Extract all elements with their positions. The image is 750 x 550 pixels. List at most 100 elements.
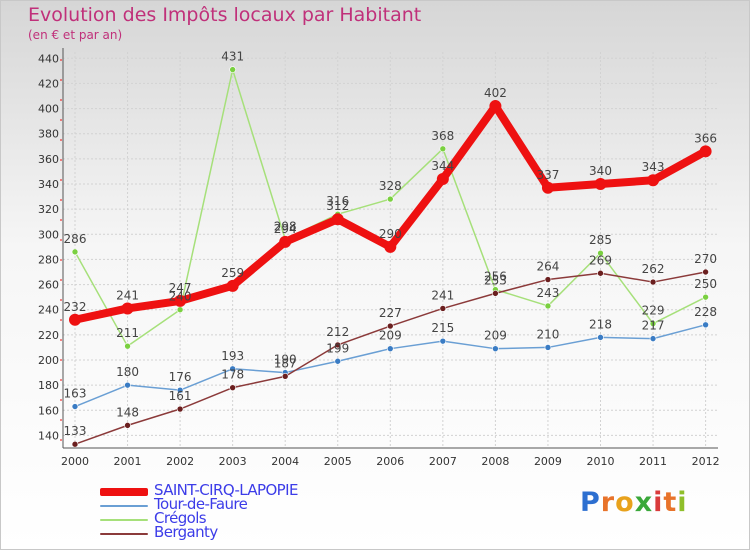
data-point	[386, 345, 394, 352]
logo-letter: t	[663, 487, 678, 518]
y-tick-label: 240	[38, 304, 59, 317]
data-label: 148	[116, 405, 139, 419]
data-label: 228	[694, 305, 717, 319]
data-label: 180	[116, 365, 139, 379]
x-tick-label: 2002	[166, 455, 194, 468]
logo-letter: i	[653, 487, 664, 518]
data-label: 190	[274, 353, 297, 367]
x-tick-label: 2003	[219, 455, 247, 468]
data-label: 256	[484, 270, 507, 284]
data-point	[69, 313, 81, 326]
y-tick-label: 260	[38, 279, 59, 292]
data-label: 262	[642, 262, 665, 276]
data-label: 241	[431, 288, 454, 302]
legend-swatch	[100, 488, 148, 496]
data-label: 431	[221, 50, 244, 64]
logo-letter: P	[580, 487, 601, 518]
y-tick-label: 420	[38, 77, 59, 90]
data-label: 211	[116, 326, 139, 340]
data-point	[544, 302, 552, 310]
data-label: 340	[589, 164, 612, 178]
y-tick-label: 400	[38, 103, 59, 116]
data-point	[649, 320, 657, 327]
y-tick-label: 200	[38, 354, 59, 367]
y-tick-label: 300	[38, 228, 59, 241]
data-label: 253	[484, 273, 507, 287]
data-label: 163	[64, 387, 87, 401]
proxiti-logo: Proxiti	[580, 487, 688, 518]
data-point	[489, 100, 502, 113]
legend-swatch	[100, 533, 148, 535]
data-point	[597, 334, 604, 341]
data-point	[334, 341, 342, 349]
legend-label: Crégols	[154, 509, 207, 527]
logo-letter: o	[615, 487, 635, 518]
data-point	[71, 248, 79, 256]
y-tick-label: 340	[38, 178, 59, 191]
data-point	[334, 357, 342, 365]
data-point	[176, 386, 184, 394]
data-label: 176	[169, 370, 192, 384]
legend-label: Tour-de-Faure	[154, 495, 248, 513]
data-label: 193	[221, 349, 244, 363]
x-tick-label: 2000	[61, 455, 89, 468]
y-tick-label: 320	[38, 203, 59, 216]
data-label: 247	[169, 281, 192, 295]
data-point	[176, 405, 184, 413]
data-point	[124, 422, 131, 429]
x-tick-label: 2004	[271, 455, 299, 468]
data-point	[386, 195, 394, 203]
legend-label: SAINT-CIRQ-LAPOPIE	[154, 481, 298, 499]
data-label: 212	[326, 325, 349, 339]
x-tick-label: 2012	[692, 455, 720, 468]
data-point	[702, 321, 709, 329]
data-point	[71, 403, 79, 410]
data-point	[649, 278, 657, 286]
data-point	[649, 335, 657, 342]
data-point	[544, 344, 552, 351]
data-point	[229, 365, 236, 373]
x-tick-label: 2007	[429, 455, 457, 468]
data-label: 285	[589, 233, 612, 247]
y-tick-label: 160	[38, 404, 59, 417]
data-point	[174, 294, 187, 307]
data-label: 259	[221, 266, 244, 280]
data-point	[71, 440, 79, 448]
data-label: 217	[642, 319, 665, 333]
data-label: 209	[379, 329, 402, 343]
data-label: 343	[642, 160, 665, 174]
data-label: 161	[169, 389, 192, 403]
data-point	[702, 293, 709, 301]
data-label: 344	[431, 159, 454, 173]
data-label: 337	[536, 168, 559, 182]
data-label: 316	[326, 194, 349, 208]
data-point	[279, 235, 292, 248]
data-point	[544, 276, 552, 283]
logo-letter: r	[600, 487, 616, 518]
data-label: 229	[642, 304, 665, 318]
data-label: 199	[326, 341, 349, 355]
legend-label: Berganty	[154, 523, 218, 541]
data-point	[281, 373, 289, 380]
chart-title: Evolution des Impôts locaux par Habitant	[28, 4, 422, 26]
x-tick-label: 2011	[639, 455, 667, 468]
data-labels: 232 241 247 259 294 312 290 344 402 337 340 343 366 1…	[64, 50, 718, 439]
data-label: 294	[274, 222, 297, 236]
data-label: 178	[221, 368, 244, 382]
data-label: 250	[694, 277, 717, 291]
data-point	[541, 181, 554, 194]
data-label: 269	[589, 253, 612, 267]
data-label: 368	[431, 129, 454, 143]
data-point	[124, 381, 131, 389]
data-point	[702, 268, 709, 276]
data-point	[594, 178, 607, 190]
data-label: 264	[536, 260, 559, 274]
data-point	[124, 342, 131, 350]
data-point	[647, 174, 660, 187]
data-label: 328	[379, 179, 402, 193]
data-point	[699, 145, 712, 158]
data-point	[331, 213, 344, 226]
data-label: 210	[536, 327, 559, 341]
data-point	[229, 384, 236, 391]
